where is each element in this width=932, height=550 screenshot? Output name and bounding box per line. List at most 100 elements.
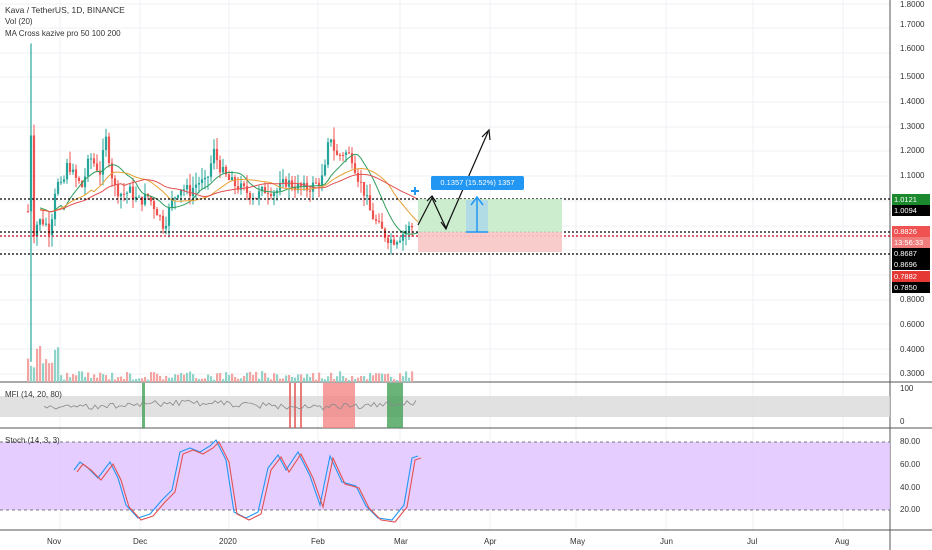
volume-bar [279, 378, 282, 382]
candle-body [272, 192, 276, 197]
volume-bar [165, 375, 168, 382]
candle-body [239, 183, 243, 190]
candle-body [299, 183, 303, 187]
volume-indicator-label[interactable]: Vol (20) [5, 17, 33, 26]
volume-bar [72, 374, 75, 382]
price-tick: 1.1000 [900, 171, 925, 180]
candle-body [95, 163, 99, 171]
volume-bar [195, 378, 198, 382]
candle-body [350, 153, 354, 164]
candle-body [224, 166, 228, 175]
candle-body [188, 185, 192, 197]
volume-bar [27, 358, 30, 382]
long-position-label[interactable]: 0.1357 (15.52%) 1357 [431, 176, 524, 190]
candle-body [233, 177, 237, 187]
price-tick: 1.3000 [900, 122, 925, 131]
volume-bar [291, 376, 294, 382]
candle-body [323, 164, 327, 176]
candle-body [194, 184, 198, 188]
candle-body [335, 150, 339, 155]
volume-bar [255, 371, 258, 382]
volume-bar [402, 376, 405, 382]
candle-body [68, 163, 72, 173]
volume-bar [342, 375, 345, 382]
volume-bar [174, 374, 177, 382]
candle-body [119, 193, 123, 197]
candle-body [140, 196, 144, 205]
candle-body [338, 154, 342, 156]
time-label: Mar [394, 537, 408, 546]
volume-bar [90, 378, 93, 382]
volume-bar [186, 372, 189, 382]
candle-body [170, 198, 174, 208]
volume-bar [66, 372, 69, 382]
volume-bar [267, 377, 270, 382]
stoch-indicator-label[interactable]: Stoch (14, 3, 3) [5, 436, 60, 445]
price-tag-line: 0.7850 [892, 282, 930, 293]
candle-body [110, 163, 114, 179]
candle-body [125, 192, 129, 194]
price-tick: 1.2000 [900, 146, 925, 155]
price-tag-countdown: 13:56:33 [892, 237, 930, 248]
volume-bar [240, 378, 243, 382]
mfi-tick: 100 [900, 384, 914, 393]
volume-bar [216, 373, 219, 382]
candle-body [371, 210, 375, 220]
candle-body [368, 195, 372, 211]
candle-body [92, 158, 96, 164]
candle-body [362, 181, 366, 196]
mfi-indicator-label[interactable]: MFI (14, 20, 80) [5, 390, 62, 399]
volume-bar [63, 379, 66, 382]
time-label: Jun [660, 537, 673, 546]
price-tag-line: 0.8687 [892, 248, 930, 259]
time-label: Feb [311, 537, 325, 546]
ma-cross-indicator-label[interactable]: MA Cross kazive pro 50 100 200 [5, 29, 121, 38]
volume-bar [150, 372, 153, 382]
volume-bar [177, 374, 180, 382]
mfi-band [0, 396, 890, 417]
time-label: Nov [47, 537, 62, 546]
candle-body [158, 215, 162, 217]
stoch-band [0, 442, 890, 510]
candle-body [44, 223, 48, 225]
symbol-title: Kava / TetherUS, 1D, BINANCE [5, 5, 125, 15]
stoch-k-line [73, 439, 419, 521]
volume-bar [39, 345, 42, 382]
candle-body [395, 242, 399, 245]
volume-bar [303, 377, 306, 382]
candle-body [347, 152, 351, 154]
volume-bar [246, 372, 249, 382]
candle-body [182, 189, 186, 191]
candle-body [308, 190, 312, 192]
price-tick: 1.4000 [900, 97, 925, 106]
volume-bar [357, 377, 360, 382]
measure-arrowhead [470, 195, 484, 206]
volume-bar [78, 371, 81, 382]
volume-bar [270, 379, 273, 382]
candle-body [326, 142, 330, 165]
volume-bar [162, 379, 165, 382]
volume-bar [48, 363, 51, 382]
candle-body [104, 136, 108, 150]
volume-bar [144, 376, 147, 382]
stoch-tick: 80.00 [900, 437, 921, 446]
ma-100-line [39, 167, 419, 223]
candle-body [161, 215, 165, 229]
price-tag-last: 0.8826 [892, 226, 930, 237]
volume-bar [117, 377, 120, 382]
volume-bar [189, 371, 192, 382]
candle-body [59, 181, 63, 183]
candle-body [377, 220, 381, 222]
volume-bar [168, 377, 171, 382]
volume-bar [333, 379, 336, 382]
candle-body [47, 223, 51, 235]
price-tick: 1.7000 [900, 20, 925, 29]
candle-body [230, 177, 234, 181]
volume-bar [228, 374, 231, 382]
time-label: Aug [835, 537, 850, 546]
volume-bar [126, 371, 129, 382]
volume-bar [213, 379, 216, 382]
candle-body [32, 135, 36, 237]
candle-body [266, 193, 270, 195]
